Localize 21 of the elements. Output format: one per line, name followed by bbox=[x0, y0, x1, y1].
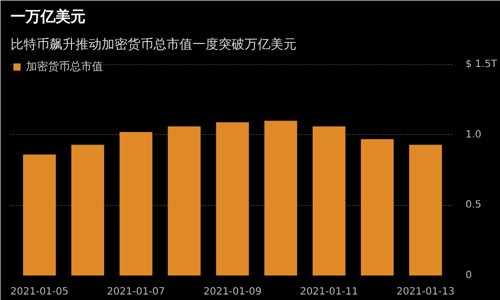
x-tick-label: 2021-01-05 bbox=[10, 286, 69, 298]
x-tick-label: 2021-01-09 bbox=[203, 286, 262, 298]
bar bbox=[168, 126, 201, 276]
x-tick-label: 2021-01-13 bbox=[396, 286, 455, 298]
bar bbox=[23, 154, 56, 276]
y-tick-label: $ 1.5T bbox=[466, 59, 498, 70]
x-tick-label: 2021-01-07 bbox=[106, 286, 166, 298]
chart-subtitle: 比特币飙升推动加密货币总市值一度突破万亿美元 bbox=[10, 36, 296, 52]
bar bbox=[360, 139, 394, 276]
bar bbox=[120, 132, 152, 276]
x-tick-label: 2021-01-11 bbox=[300, 286, 358, 298]
bar bbox=[71, 144, 104, 276]
bar bbox=[312, 126, 346, 276]
y-tick-label: 0 bbox=[466, 270, 472, 281]
bar bbox=[264, 120, 298, 276]
chart-title: 一万亿美元 bbox=[10, 8, 86, 26]
legend-label: 加密货币总市值 bbox=[26, 59, 103, 74]
y-tick-label: 0.5 bbox=[466, 200, 482, 211]
bar bbox=[409, 144, 442, 276]
bar bbox=[216, 122, 249, 276]
y-tick-label: 1.0 bbox=[466, 129, 482, 140]
